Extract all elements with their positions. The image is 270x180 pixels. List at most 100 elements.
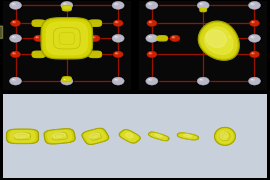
Ellipse shape <box>12 36 14 37</box>
Polygon shape <box>119 130 140 143</box>
Ellipse shape <box>60 77 75 86</box>
Ellipse shape <box>200 79 202 80</box>
Ellipse shape <box>172 36 176 39</box>
Ellipse shape <box>12 21 16 23</box>
Ellipse shape <box>112 34 124 42</box>
Polygon shape <box>0 26 3 38</box>
Ellipse shape <box>226 35 238 42</box>
Ellipse shape <box>250 3 255 6</box>
Ellipse shape <box>12 52 16 55</box>
Ellipse shape <box>248 34 261 42</box>
Polygon shape <box>32 51 45 57</box>
Ellipse shape <box>197 77 211 86</box>
Ellipse shape <box>90 35 100 42</box>
Ellipse shape <box>114 3 119 6</box>
Ellipse shape <box>197 77 210 85</box>
Ellipse shape <box>11 79 16 81</box>
Polygon shape <box>10 131 35 142</box>
Ellipse shape <box>10 20 21 27</box>
Ellipse shape <box>9 1 22 10</box>
Polygon shape <box>45 129 75 143</box>
Ellipse shape <box>197 1 210 10</box>
Polygon shape <box>149 132 169 141</box>
Bar <box>3 1 131 90</box>
Polygon shape <box>46 22 87 55</box>
Ellipse shape <box>250 36 255 39</box>
Ellipse shape <box>149 79 150 80</box>
Ellipse shape <box>113 51 125 58</box>
Ellipse shape <box>114 79 119 81</box>
Ellipse shape <box>115 3 117 4</box>
Polygon shape <box>85 130 106 143</box>
Ellipse shape <box>147 51 157 58</box>
Ellipse shape <box>112 1 124 10</box>
Ellipse shape <box>146 34 160 43</box>
Ellipse shape <box>249 20 260 27</box>
Bar <box>3 94 267 178</box>
Polygon shape <box>178 133 198 140</box>
Ellipse shape <box>147 51 158 58</box>
Ellipse shape <box>9 1 22 10</box>
Ellipse shape <box>147 20 157 27</box>
Ellipse shape <box>33 35 44 42</box>
Ellipse shape <box>60 1 73 10</box>
Ellipse shape <box>170 35 181 42</box>
Ellipse shape <box>90 35 100 42</box>
Polygon shape <box>201 24 237 58</box>
Polygon shape <box>89 20 102 26</box>
Ellipse shape <box>200 3 202 4</box>
Ellipse shape <box>148 21 152 23</box>
Polygon shape <box>8 130 37 143</box>
Ellipse shape <box>146 77 158 85</box>
Ellipse shape <box>113 20 123 27</box>
Ellipse shape <box>248 1 261 10</box>
Ellipse shape <box>248 34 261 42</box>
Polygon shape <box>200 8 206 12</box>
Ellipse shape <box>112 1 124 10</box>
Polygon shape <box>89 133 100 138</box>
Ellipse shape <box>12 79 14 80</box>
Ellipse shape <box>10 20 21 27</box>
Polygon shape <box>89 51 102 57</box>
Polygon shape <box>120 130 139 142</box>
Ellipse shape <box>149 3 150 4</box>
Ellipse shape <box>249 51 261 58</box>
Ellipse shape <box>251 79 253 80</box>
Polygon shape <box>62 5 71 11</box>
Ellipse shape <box>146 77 158 85</box>
Ellipse shape <box>60 1 73 10</box>
Ellipse shape <box>10 51 21 58</box>
Polygon shape <box>155 134 162 137</box>
Ellipse shape <box>199 79 204 81</box>
Ellipse shape <box>9 77 23 86</box>
Polygon shape <box>157 36 167 41</box>
Ellipse shape <box>90 35 102 42</box>
Ellipse shape <box>146 1 158 10</box>
Ellipse shape <box>249 51 260 58</box>
Polygon shape <box>83 129 107 143</box>
Polygon shape <box>44 129 75 144</box>
Polygon shape <box>42 18 92 58</box>
Polygon shape <box>216 128 234 144</box>
Ellipse shape <box>197 1 210 10</box>
Ellipse shape <box>64 3 65 4</box>
Polygon shape <box>7 130 38 143</box>
Ellipse shape <box>10 51 22 58</box>
Ellipse shape <box>148 52 152 55</box>
Ellipse shape <box>147 51 157 58</box>
Polygon shape <box>48 130 72 142</box>
Ellipse shape <box>11 36 16 39</box>
Ellipse shape <box>63 3 68 6</box>
Ellipse shape <box>147 20 158 27</box>
Ellipse shape <box>60 77 73 85</box>
Polygon shape <box>184 134 192 137</box>
Ellipse shape <box>199 3 204 6</box>
Ellipse shape <box>249 20 261 27</box>
Polygon shape <box>217 129 233 143</box>
Ellipse shape <box>33 35 45 42</box>
Ellipse shape <box>112 77 124 85</box>
Ellipse shape <box>146 77 160 86</box>
Ellipse shape <box>9 34 22 42</box>
Ellipse shape <box>148 3 153 6</box>
Ellipse shape <box>148 79 153 81</box>
